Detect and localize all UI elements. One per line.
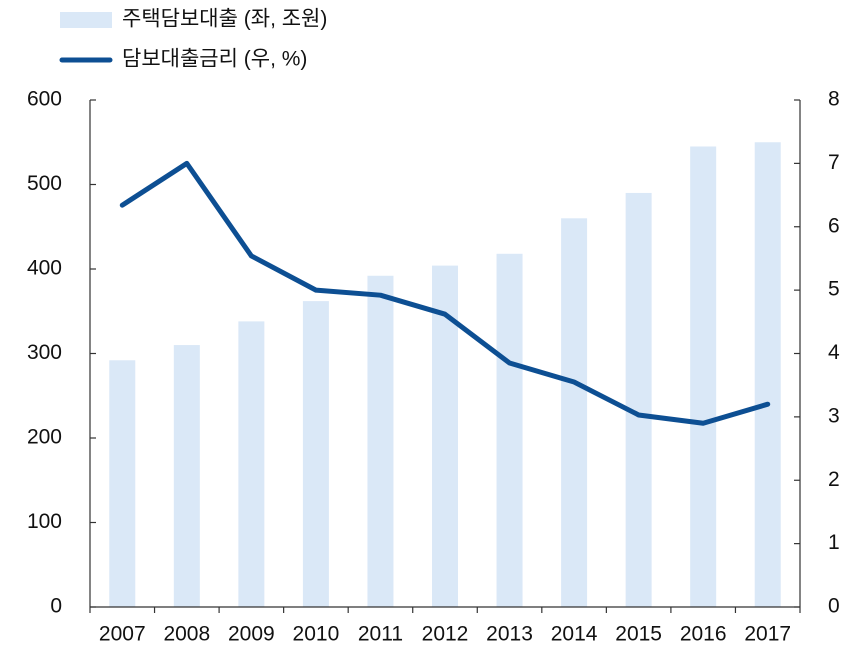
x-tick-label: 2012 (422, 623, 469, 646)
bar (109, 360, 136, 607)
x-tick-label: 2007 (99, 623, 146, 646)
y-tick-label: 0 (50, 595, 62, 618)
x-tick-label: 2009 (228, 623, 275, 646)
y-tick-label: 300 (27, 341, 62, 364)
y2-tick-label: 5 (828, 278, 840, 301)
y-tick-label: 600 (27, 88, 62, 111)
bar (561, 218, 588, 608)
legend-swatch (60, 12, 112, 28)
bar (173, 345, 200, 607)
line (119, 160, 771, 426)
bar (496, 253, 523, 608)
y2-tick-label: 0 (828, 595, 840, 618)
y2-tick-label: 4 (828, 341, 840, 364)
y2-tick-label: 7 (828, 151, 840, 174)
x-tick-label: 2016 (680, 623, 727, 646)
x-tick-label: 2013 (486, 623, 533, 646)
y-tick-label: 500 (27, 172, 62, 195)
y2-tick-label: 1 (828, 531, 840, 554)
legend-label: 담보대출금리 (우, %) (122, 48, 307, 71)
bar (754, 142, 781, 607)
x-tick-label: 2011 (358, 623, 403, 646)
x-tick-label: 2015 (615, 623, 662, 646)
legend-label: 주택담보대출 (좌, 조원) (122, 8, 327, 31)
bar (690, 146, 717, 607)
bar (302, 301, 329, 607)
bar (625, 192, 652, 607)
y2-tick-label: 2 (828, 468, 840, 491)
y-tick-label: 400 (27, 257, 62, 280)
bar (238, 321, 265, 607)
y-tick-label: 200 (27, 426, 62, 449)
y2-tick-label: 8 (828, 88, 840, 111)
x-tick-label: 2008 (163, 623, 210, 646)
y2-tick-label: 3 (828, 404, 840, 427)
y-tick-label: 100 (27, 510, 62, 533)
x-tick-label: 2017 (744, 623, 791, 646)
x-tick-label: 2014 (551, 623, 598, 646)
x-tick-label: 2010 (293, 623, 340, 646)
y2-tick-label: 6 (828, 214, 840, 237)
bar (367, 275, 394, 607)
